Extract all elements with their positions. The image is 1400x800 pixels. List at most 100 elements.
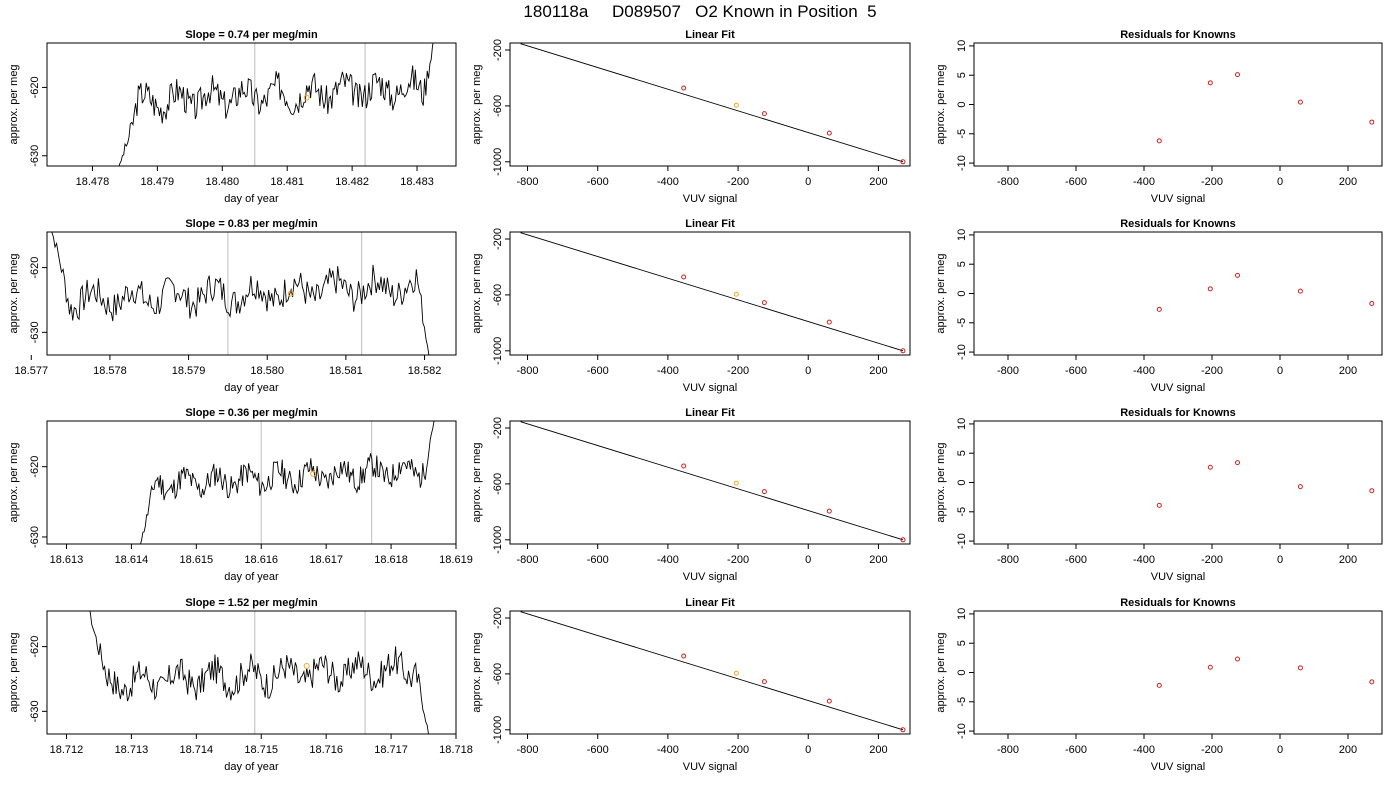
y-tick-label: -200 bbox=[492, 228, 504, 250]
y-tick-label: 5 bbox=[956, 72, 968, 78]
subplot-title: Slope = 0.36 per meg/min bbox=[185, 407, 318, 419]
x-tick-label: -400 bbox=[1133, 554, 1155, 566]
data-point bbox=[1297, 99, 1303, 105]
y-tick-label: -200 bbox=[492, 607, 504, 629]
data-point bbox=[900, 159, 906, 165]
x-tick-label: -600 bbox=[1065, 365, 1087, 377]
plot-area bbox=[520, 43, 906, 165]
x-tick-label: 200 bbox=[869, 554, 887, 566]
x-tick-label: 0 bbox=[805, 744, 811, 756]
x-tick-label: 18.483 bbox=[400, 176, 434, 188]
subplot-3-0: Slope = 1.52 per meg/min 18.712 18.713 18.7… bbox=[8, 597, 473, 773]
x-tick-label: -800 bbox=[517, 744, 539, 756]
y-tick-label: -5 bbox=[956, 507, 968, 517]
plot-frame bbox=[973, 420, 1383, 545]
fit-line bbox=[520, 421, 904, 541]
plot-area bbox=[520, 611, 906, 733]
fit-line bbox=[520, 611, 904, 731]
data-point bbox=[1156, 138, 1162, 144]
x-tick-label: -400 bbox=[1133, 365, 1155, 377]
y-tick-label: 10 bbox=[956, 418, 968, 430]
y-tick-label: -10 bbox=[956, 344, 968, 360]
x-tick-label: -600 bbox=[587, 744, 609, 756]
x-tick-label: 200 bbox=[1339, 176, 1357, 188]
x-axis-label: VUV signal bbox=[1151, 761, 1205, 773]
highlight-point bbox=[303, 663, 310, 670]
plot-area bbox=[520, 421, 906, 543]
fit-line bbox=[520, 43, 904, 163]
x-tick-label: 200 bbox=[869, 176, 887, 188]
subplot-title: Residuals for Knowns bbox=[1120, 597, 1236, 609]
plot-area bbox=[1156, 656, 1375, 688]
subplot-title: Linear Fit bbox=[685, 597, 735, 609]
subplot-2-1: Linear Fit -800 -600 -400 -200 0 200 -200 -600 -1… bbox=[471, 407, 911, 583]
plot-frame bbox=[46, 231, 457, 356]
x-axis-label: day of year bbox=[224, 382, 279, 394]
x-tick-label: 18.582 bbox=[408, 365, 442, 377]
x-tick-label: 18.617 bbox=[309, 554, 343, 566]
x-tick-label: 18.616 bbox=[244, 554, 278, 566]
data-point bbox=[900, 537, 906, 543]
data-point bbox=[1235, 72, 1240, 78]
x-tick-label: 0 bbox=[1277, 365, 1283, 377]
plot-frame bbox=[509, 42, 911, 167]
y-tick-label: -620 bbox=[29, 257, 41, 279]
plot-area bbox=[51, 232, 430, 355]
x-tick-label: 18.478 bbox=[76, 176, 110, 188]
x-tick-label: 18.577 bbox=[14, 365, 48, 377]
x-tick-label: 18.714 bbox=[179, 744, 213, 756]
data-point bbox=[733, 480, 739, 486]
series-line bbox=[118, 43, 434, 166]
subplot-1-1: Linear Fit -800 -600 -400 -200 0 200 -200 -600 -1… bbox=[471, 218, 911, 394]
plot-frame bbox=[509, 231, 911, 356]
x-tick-label: 200 bbox=[869, 365, 887, 377]
subplot-title: Residuals for Knowns bbox=[1120, 29, 1236, 41]
y-axis-label: approx. per meg bbox=[935, 442, 947, 522]
data-point bbox=[1369, 679, 1375, 685]
x-tick-label: 0 bbox=[805, 176, 811, 188]
x-tick-label: -400 bbox=[1133, 744, 1155, 756]
x-tick-label: 18.613 bbox=[50, 554, 84, 566]
data-point bbox=[761, 679, 767, 685]
y-tick-label: -630 bbox=[29, 700, 41, 722]
x-tick-label: 18.715 bbox=[244, 744, 278, 756]
y-tick-label: -200 bbox=[492, 417, 504, 439]
x-tick-label: 0 bbox=[805, 554, 811, 566]
y-tick-label: -5 bbox=[956, 697, 968, 707]
x-axis-label: day of year bbox=[224, 193, 279, 205]
x-tick-label: -400 bbox=[657, 744, 679, 756]
subplot-title: Residuals for Knowns bbox=[1120, 407, 1236, 419]
data-point bbox=[681, 274, 687, 280]
data-point bbox=[681, 653, 687, 659]
x-tick-label: 18.614 bbox=[115, 554, 149, 566]
data-point bbox=[1369, 488, 1375, 494]
data-point bbox=[761, 300, 767, 306]
data-point bbox=[826, 508, 832, 514]
x-tick-label: -400 bbox=[1133, 176, 1155, 188]
highlight-point bbox=[310, 470, 317, 477]
data-point bbox=[681, 463, 687, 469]
data-point bbox=[826, 698, 832, 704]
x-tick-label: 18.580 bbox=[250, 365, 284, 377]
x-tick-label: 18.618 bbox=[374, 554, 408, 566]
y-tick-label: -1000 bbox=[492, 716, 504, 744]
data-point bbox=[1297, 665, 1303, 671]
subplot-0-1: Linear Fit -800 -600 -400 -200 0 200 -200 -600 -1… bbox=[471, 29, 911, 205]
y-axis-label: approx. per meg bbox=[935, 64, 947, 144]
x-tick-label: -200 bbox=[1201, 554, 1223, 566]
y-tick-label: 5 bbox=[956, 261, 968, 267]
subplot-0-2: Residuals for Knowns -800 -600 -400 -200 0 200… bbox=[935, 29, 1383, 205]
y-tick-label: -10 bbox=[956, 723, 968, 739]
x-tick-label: -200 bbox=[727, 365, 749, 377]
data-point bbox=[1156, 306, 1162, 312]
y-tick-label: -630 bbox=[29, 145, 41, 167]
x-tick-label: -200 bbox=[727, 744, 749, 756]
data-point bbox=[733, 670, 739, 676]
y-tick-label: -600 bbox=[492, 663, 504, 685]
x-tick-label: -600 bbox=[1065, 176, 1087, 188]
x-tick-label: 0 bbox=[1277, 176, 1283, 188]
subplot-title: Slope = 0.83 per meg/min bbox=[185, 218, 318, 230]
x-tick-label: 200 bbox=[869, 744, 887, 756]
data-point bbox=[1369, 300, 1375, 306]
data-point bbox=[1235, 460, 1240, 466]
